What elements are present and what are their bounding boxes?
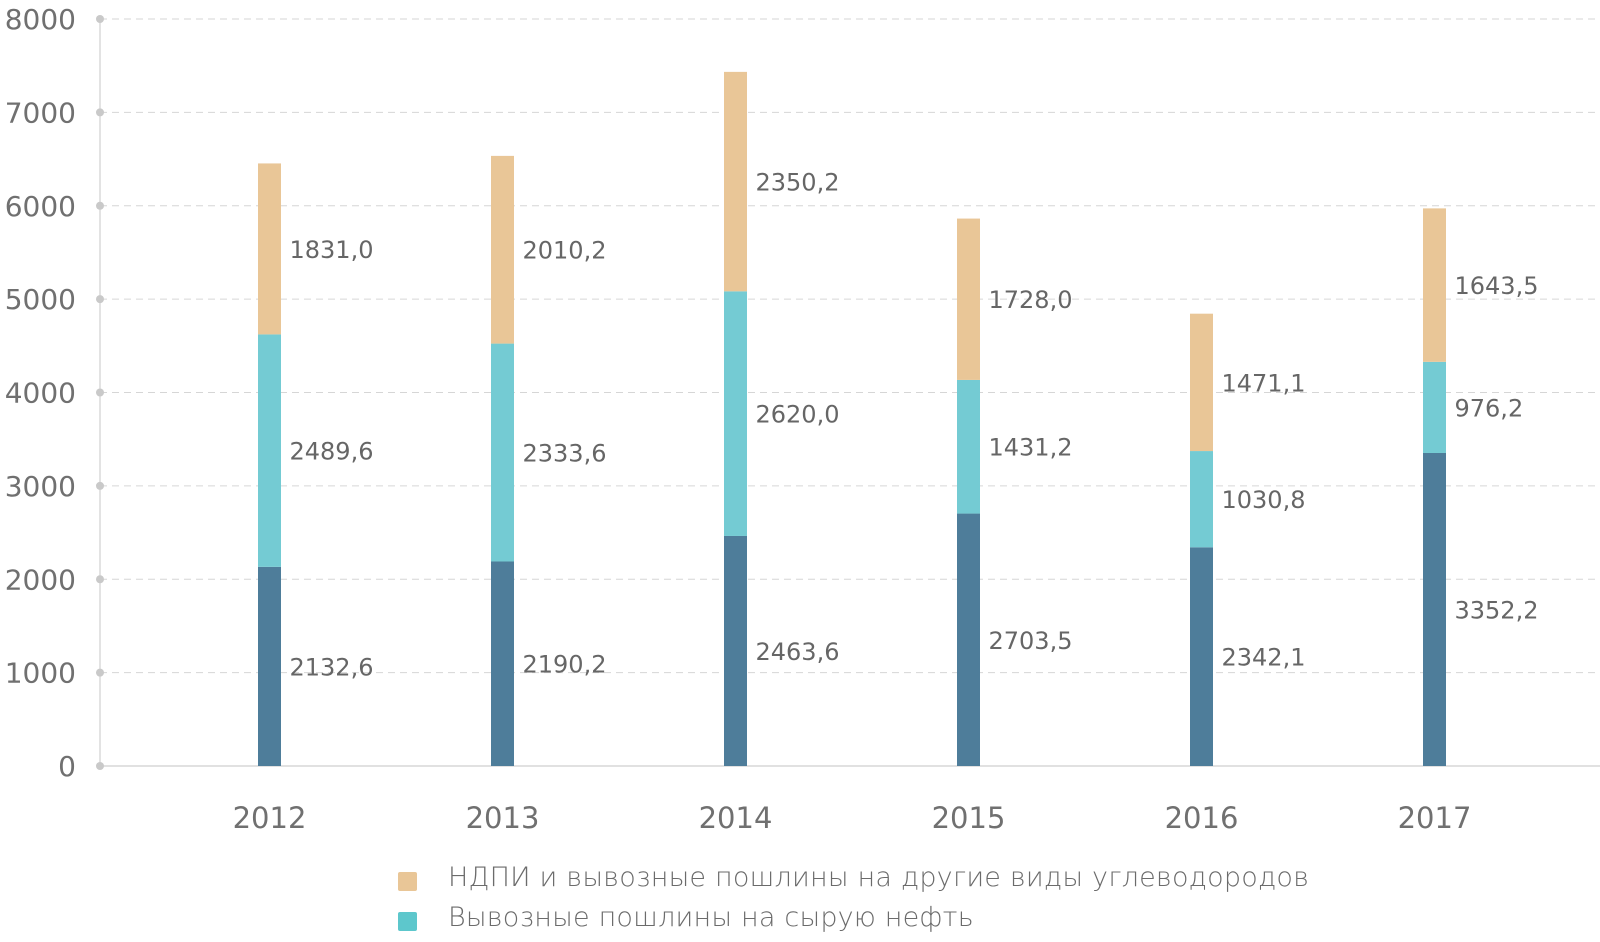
bars xyxy=(258,71,1446,766)
y-tick-dot xyxy=(96,668,104,677)
y-tick-label: 6000 xyxy=(5,190,76,223)
y-tick-dot xyxy=(96,108,104,117)
x-tick-label: 2016 xyxy=(1165,801,1239,835)
bar-segment xyxy=(1190,451,1213,548)
data-label: 2489,6 xyxy=(290,438,374,466)
y-axis: 0 1000 2000 3000 4000 5000 6000 7000 8000 xyxy=(5,3,104,783)
data-label: 1643,5 xyxy=(1455,272,1539,300)
x-axis-ticks: 2012 2013 2014 2015 2016 2017 xyxy=(233,801,1472,835)
data-label: 2333,6 xyxy=(523,440,607,468)
y-tick-dot xyxy=(96,481,104,490)
x-tick-label: 2017 xyxy=(1398,801,1472,835)
bar-segment xyxy=(1190,313,1213,452)
bar-segment xyxy=(1190,547,1213,766)
bar-segment xyxy=(1423,452,1446,766)
x-tick-label: 2014 xyxy=(699,801,773,835)
bar-segment xyxy=(258,163,281,335)
y-tick-label: 4000 xyxy=(5,377,76,410)
gridlines xyxy=(100,18,1600,767)
bar-segment xyxy=(724,291,747,536)
data-label: 976,2 xyxy=(1455,394,1524,422)
y-tick-label: 0 xyxy=(58,750,76,783)
bar-segment xyxy=(724,71,747,292)
data-label: 3352,2 xyxy=(1455,596,1539,624)
bar-segment xyxy=(957,218,980,380)
data-label: 1831,0 xyxy=(290,236,374,264)
y-tick-dot xyxy=(96,575,104,584)
bar-segment xyxy=(957,379,980,514)
legend-swatch xyxy=(398,872,417,891)
data-label: 2703,5 xyxy=(989,627,1073,655)
y-tick-dot xyxy=(96,201,104,210)
data-label: 1431,2 xyxy=(989,434,1073,462)
bar-segment xyxy=(258,566,281,766)
bar-segment xyxy=(491,343,514,562)
data-label: 1030,8 xyxy=(1222,486,1306,514)
data-label: 2190,2 xyxy=(523,651,607,679)
data-label: 1471,1 xyxy=(1222,369,1306,397)
bar-segment xyxy=(957,513,980,766)
data-label: 2463,6 xyxy=(756,638,840,666)
bar-segment xyxy=(258,334,281,567)
y-tick-label: 8000 xyxy=(5,3,76,36)
data-label: 2132,6 xyxy=(290,653,374,681)
x-tick-label: 2015 xyxy=(932,801,1006,835)
y-tick-dot xyxy=(96,15,104,23)
bar-segment xyxy=(491,561,514,766)
x-tick-label: 2013 xyxy=(466,801,540,835)
y-tick-dot xyxy=(96,388,104,397)
bar-segment xyxy=(491,155,514,344)
data-labels: 2132,6 2489,6 1831,0 2190,2 2333,6 2010,2 2463… xyxy=(290,169,1539,682)
bar-segment xyxy=(1423,361,1446,453)
bar-segment xyxy=(1423,208,1446,362)
legend-label: Вывозные пошлины на сырую нефть xyxy=(448,902,974,933)
y-tick-dot xyxy=(96,762,104,770)
data-label: 2350,2 xyxy=(756,169,840,197)
y-tick-label: 7000 xyxy=(5,96,76,129)
legend-swatch xyxy=(398,912,417,931)
legend-label: НДПИ и вывозные пошлины на другие виды у… xyxy=(448,862,1310,893)
data-label: 2620,0 xyxy=(756,401,840,429)
y-tick-label: 5000 xyxy=(5,283,76,316)
data-label: 2010,2 xyxy=(523,237,607,265)
x-tick-label: 2012 xyxy=(233,801,307,835)
data-label: 2342,1 xyxy=(1222,644,1306,672)
y-tick-dot xyxy=(96,295,104,304)
bar-segment xyxy=(724,535,747,766)
data-label: 1728,0 xyxy=(989,286,1073,314)
y-tick-label: 2000 xyxy=(5,563,76,596)
y-tick-label: 1000 xyxy=(5,657,76,690)
y-tick-label: 3000 xyxy=(5,470,76,503)
